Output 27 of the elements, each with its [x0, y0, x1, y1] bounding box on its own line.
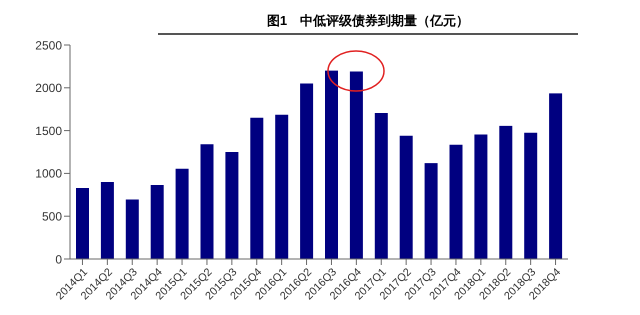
bar	[300, 84, 314, 259]
bar	[150, 184, 164, 259]
chart-title: 图1 中低评级债券到期量（亿元）	[158, 8, 578, 35]
bar	[76, 188, 89, 259]
bar	[424, 163, 438, 259]
y-tick-label: 2500	[35, 38, 62, 52]
y-tick-label: 1000	[35, 166, 62, 181]
y-tick-label: 1500	[35, 124, 62, 138]
bar	[350, 72, 363, 259]
bar	[176, 168, 189, 259]
bar	[400, 136, 413, 259]
bar	[450, 144, 462, 259]
bar	[325, 70, 338, 259]
y-tick-label: 2000	[35, 81, 62, 96]
bar	[474, 134, 488, 259]
y-tick-label: 0	[55, 252, 62, 266]
bar	[275, 114, 288, 259]
bar	[250, 118, 264, 259]
bar	[200, 144, 214, 259]
bar	[524, 132, 538, 259]
bar	[549, 93, 562, 259]
y-tick-label: 500	[42, 209, 62, 224]
bar	[100, 182, 114, 259]
bar	[126, 200, 139, 259]
bar	[374, 113, 388, 259]
bar	[225, 152, 238, 259]
bar	[499, 126, 512, 259]
